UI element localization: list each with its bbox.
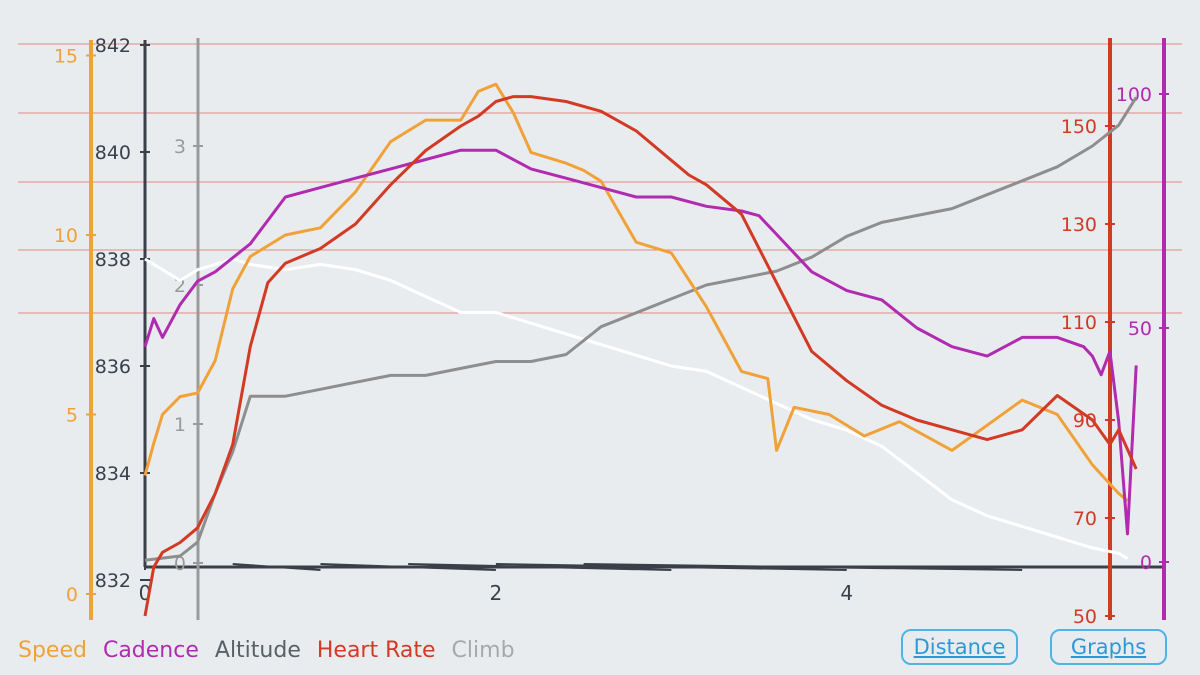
heart-rate-axis-tick-label: 110: [1061, 312, 1097, 334]
altitude-axis-tick-label: 842: [95, 35, 131, 57]
x-tick-mark: [583, 563, 1023, 571]
climb-axis-tick-label: 3: [174, 136, 186, 158]
legend-cadence[interactable]: Cadence: [102, 638, 199, 663]
heart-rate-axis-tick-label: 50: [1073, 606, 1097, 625]
series-line-speed: [143, 82, 1129, 502]
activity-chart[interactable]: 0 2 4 0 5 10 15 832 834 836 838 840 842 0 1 2 3 50 70 90 110…: [0, 0, 1200, 625]
heart-rate-axis-tick-label: 150: [1061, 116, 1097, 138]
altitude-axis-tick-label: 836: [95, 356, 131, 378]
speed-axis-tick-label: 0: [66, 584, 78, 606]
legend-altitude[interactable]: Altitude: [214, 638, 301, 663]
graphs-button[interactable]: Graphs: [1050, 629, 1167, 665]
heart-rate-axis-tick-label: 130: [1061, 214, 1097, 236]
x-tick-label: 2: [490, 581, 503, 605]
speed-axis-tick-label: 10: [54, 225, 78, 247]
climb-axis-tick-label: 0: [174, 553, 186, 575]
chart-series: [143, 82, 1138, 617]
x-tick-label: 4: [840, 581, 853, 605]
legend-speed[interactable]: Speed: [18, 638, 87, 663]
series-line-heart-rate: [143, 95, 1138, 617]
series-line-cadence: [143, 148, 1138, 536]
altitude-axis-tick-label: 840: [95, 142, 131, 164]
cadence-axis-tick-label: 50: [1128, 318, 1152, 340]
legend-climb[interactable]: Climb: [451, 638, 515, 663]
x-tick-mark: [408, 563, 672, 571]
x-tick-mark: [232, 563, 321, 571]
climb-axis-tick-label: 2: [174, 275, 186, 297]
series-line-climb: [144, 96, 1138, 562]
x-tick-mark: [320, 563, 496, 571]
heart-rate-axis-tick-label: 90: [1073, 410, 1097, 432]
series-line-altitude: [144, 257, 1129, 560]
heart-rate-axis-tick-label: 70: [1073, 508, 1097, 530]
chart-legend: Speed Cadence Altitude Heart Rate Climb: [18, 638, 515, 663]
cadence-axis-tick-label: 100: [1116, 84, 1152, 106]
altitude-axis-tick-label: 832: [95, 570, 131, 592]
cadence-axis-tick-label: 0: [1140, 552, 1152, 574]
legend-heart-rate[interactable]: Heart Rate: [316, 638, 436, 663]
altitude-axis-tick-label: 834: [95, 463, 131, 485]
altitude-axis-tick-label: 838: [95, 249, 131, 271]
climb-axis-tick-label: 1: [174, 414, 186, 436]
x-tick-mark: [495, 563, 847, 571]
speed-axis-tick-label: 5: [66, 405, 78, 427]
chart-axes: 0 2 4 0 5 10 15 832 834 836 838 840 842 0 1 2 3 50 70 90 110…: [54, 35, 1169, 625]
distance-button[interactable]: Distance: [901, 629, 1018, 665]
speed-axis-tick-label: 15: [54, 46, 78, 68]
